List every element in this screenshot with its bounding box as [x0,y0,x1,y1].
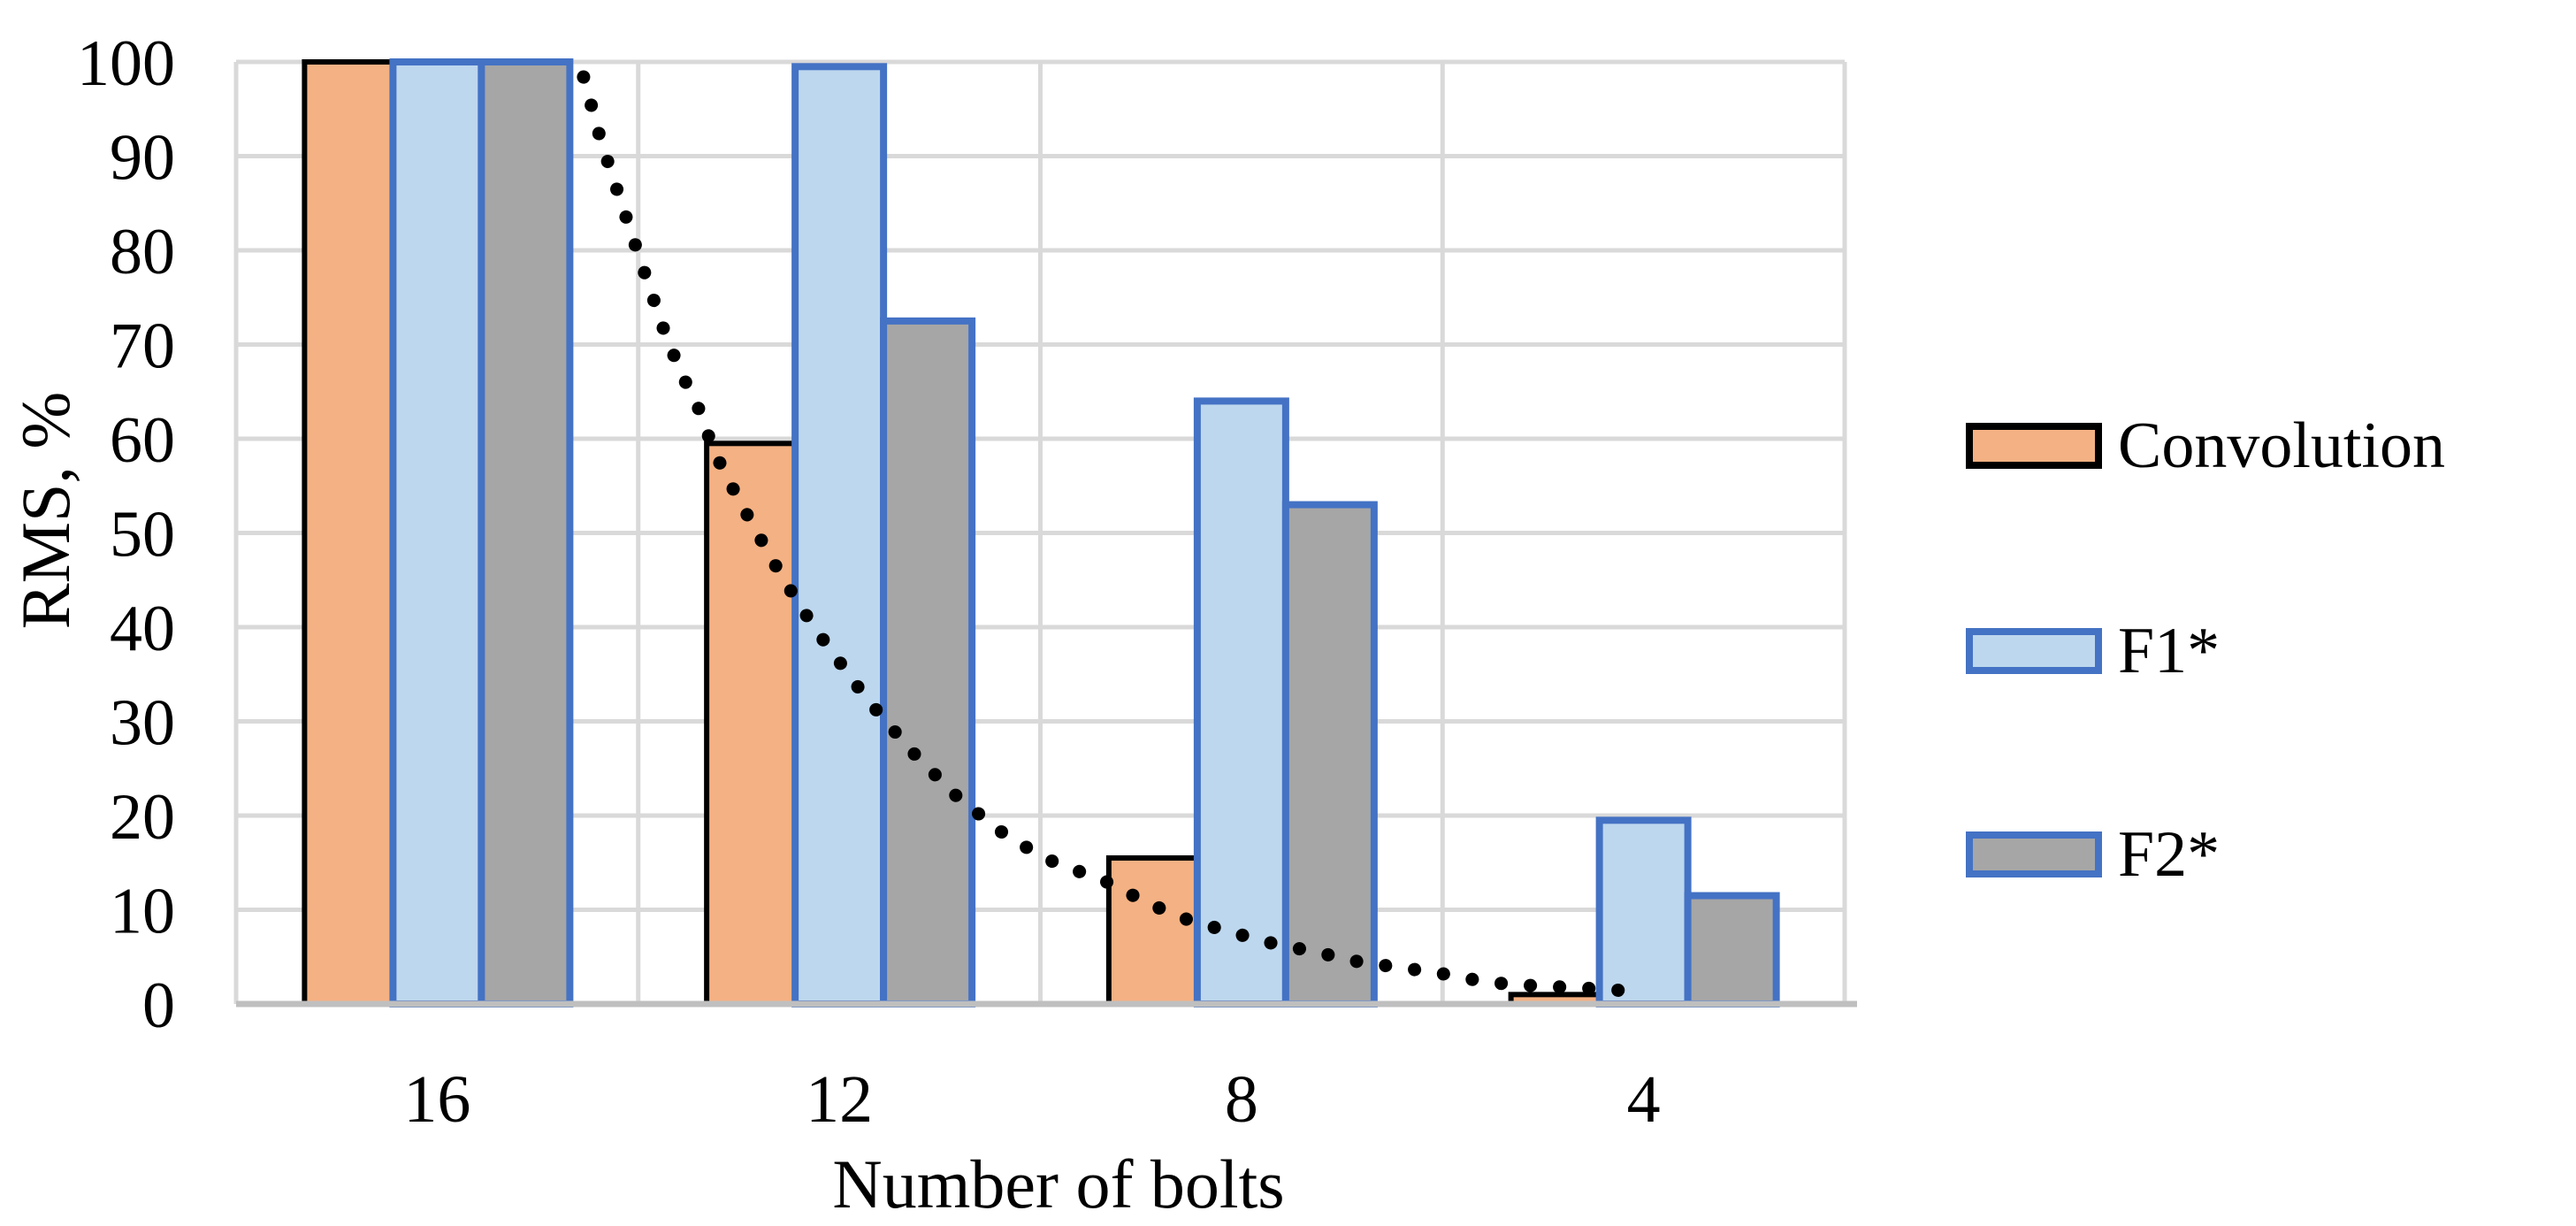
y-tick-label: 70 [110,310,175,383]
x-axis-title: Number of bolts [832,1146,1285,1222]
y-tick-label: 20 [110,781,175,854]
legend-label: F1* [2118,615,2221,687]
bar-f2-4 [1684,892,1780,1008]
bar-f1-4 [1595,816,1692,1008]
y-tick-label: 30 [110,687,175,760]
bar-f1-16 [389,58,485,1008]
y-tick-label: 100 [77,27,175,100]
convolution-swatch-icon [1966,423,2102,469]
f1-swatch-icon [1966,628,2102,674]
x-tick-label: 16 [403,1062,470,1137]
bar-f2-8 [1281,501,1378,1008]
legend-item-convolution: Convolution [1966,410,2446,482]
y-tick-label: 10 [110,876,175,948]
bar-f2-16 [478,58,574,1008]
legend-item-f1: F1* [1966,615,2221,687]
y-tick-label: 40 [110,593,175,665]
legend-label: Convolution [2118,410,2446,482]
x-tick-label: 4 [1627,1062,1661,1137]
bar-f1-8 [1193,397,1289,1008]
y-tick-label: 50 [110,499,175,571]
bar-convolution-12 [704,441,799,1007]
y-tick-label: 80 [110,216,175,288]
bar-convolution-16 [302,59,396,1007]
bar-f2-12 [880,317,976,1008]
bar-convolution-8 [1105,854,1200,1007]
legend-label: F2* [2118,818,2221,891]
y-axis-title: RMS, % [7,391,84,630]
x-tick-label: 8 [1225,1062,1258,1137]
y-tick-label: 90 [110,122,175,195]
legend-item-f2: F2* [1966,818,2221,891]
f2-swatch-icon [1966,831,2102,877]
bar-f1-12 [791,63,888,1008]
y-tick-label: 60 [110,404,175,477]
trend-dotted-line [577,70,1634,998]
x-tick-label: 12 [806,1062,873,1137]
y-tick-label: 0 [142,969,175,1042]
